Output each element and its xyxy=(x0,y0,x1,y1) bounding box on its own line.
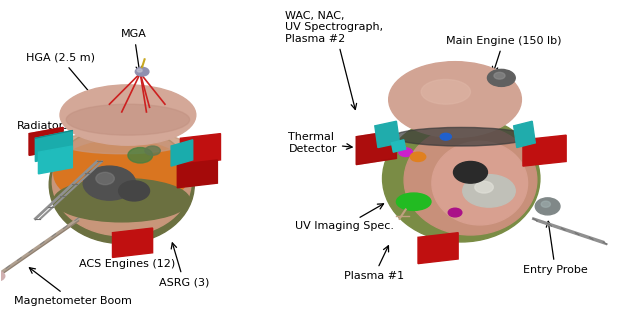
Ellipse shape xyxy=(60,132,184,154)
Ellipse shape xyxy=(393,127,529,146)
Ellipse shape xyxy=(54,178,190,222)
Ellipse shape xyxy=(410,152,426,162)
Text: Thermal
Detector: Thermal Detector xyxy=(288,132,352,154)
Ellipse shape xyxy=(421,80,471,104)
Text: Magnetometer Boom: Magnetometer Boom xyxy=(14,268,131,306)
Text: HGA (2.5 m): HGA (2.5 m) xyxy=(26,53,95,98)
Ellipse shape xyxy=(137,69,142,72)
Ellipse shape xyxy=(128,147,153,163)
Ellipse shape xyxy=(135,67,149,76)
Text: ASRG (3): ASRG (3) xyxy=(159,243,209,287)
Polygon shape xyxy=(29,127,63,155)
Text: UV Imaging Spec.: UV Imaging Spec. xyxy=(294,204,394,232)
Polygon shape xyxy=(177,160,218,188)
Ellipse shape xyxy=(0,271,5,281)
Ellipse shape xyxy=(463,175,515,207)
Text: MGA: MGA xyxy=(121,29,147,72)
Ellipse shape xyxy=(475,181,494,193)
Ellipse shape xyxy=(399,148,412,156)
Ellipse shape xyxy=(49,126,194,244)
Ellipse shape xyxy=(60,85,196,145)
Ellipse shape xyxy=(448,208,462,217)
Ellipse shape xyxy=(66,104,190,135)
Ellipse shape xyxy=(404,125,537,235)
Ellipse shape xyxy=(440,133,451,140)
Polygon shape xyxy=(375,121,399,147)
Ellipse shape xyxy=(54,140,190,208)
Ellipse shape xyxy=(118,181,149,201)
Ellipse shape xyxy=(52,127,191,236)
Ellipse shape xyxy=(453,162,487,183)
Polygon shape xyxy=(112,228,153,257)
Text: ACS Engines (12): ACS Engines (12) xyxy=(79,233,175,269)
Text: Entry Probe: Entry Probe xyxy=(523,221,588,275)
Text: Main Engine (150 lb): Main Engine (150 lb) xyxy=(446,36,561,72)
Circle shape xyxy=(396,193,431,210)
Polygon shape xyxy=(35,131,73,162)
Polygon shape xyxy=(391,140,405,152)
Polygon shape xyxy=(356,131,396,165)
Ellipse shape xyxy=(535,198,560,215)
Polygon shape xyxy=(356,131,396,165)
Ellipse shape xyxy=(383,115,540,242)
Polygon shape xyxy=(38,146,73,174)
Text: WAC, NAC,
UV Spectrograph,
Plasma #2: WAC, NAC, UV Spectrograph, Plasma #2 xyxy=(285,11,383,110)
Ellipse shape xyxy=(83,166,136,200)
Polygon shape xyxy=(523,135,566,166)
Ellipse shape xyxy=(541,201,551,207)
Text: Plasma #1: Plasma #1 xyxy=(344,246,404,281)
Ellipse shape xyxy=(96,172,114,185)
Polygon shape xyxy=(514,121,535,147)
Ellipse shape xyxy=(432,141,528,225)
Polygon shape xyxy=(418,233,458,264)
Ellipse shape xyxy=(145,146,161,155)
Polygon shape xyxy=(29,127,63,155)
Ellipse shape xyxy=(494,72,505,79)
Ellipse shape xyxy=(389,62,521,137)
Polygon shape xyxy=(180,134,221,165)
Ellipse shape xyxy=(487,69,515,86)
Polygon shape xyxy=(171,140,193,166)
Text: Radiators: Radiators xyxy=(17,121,70,137)
